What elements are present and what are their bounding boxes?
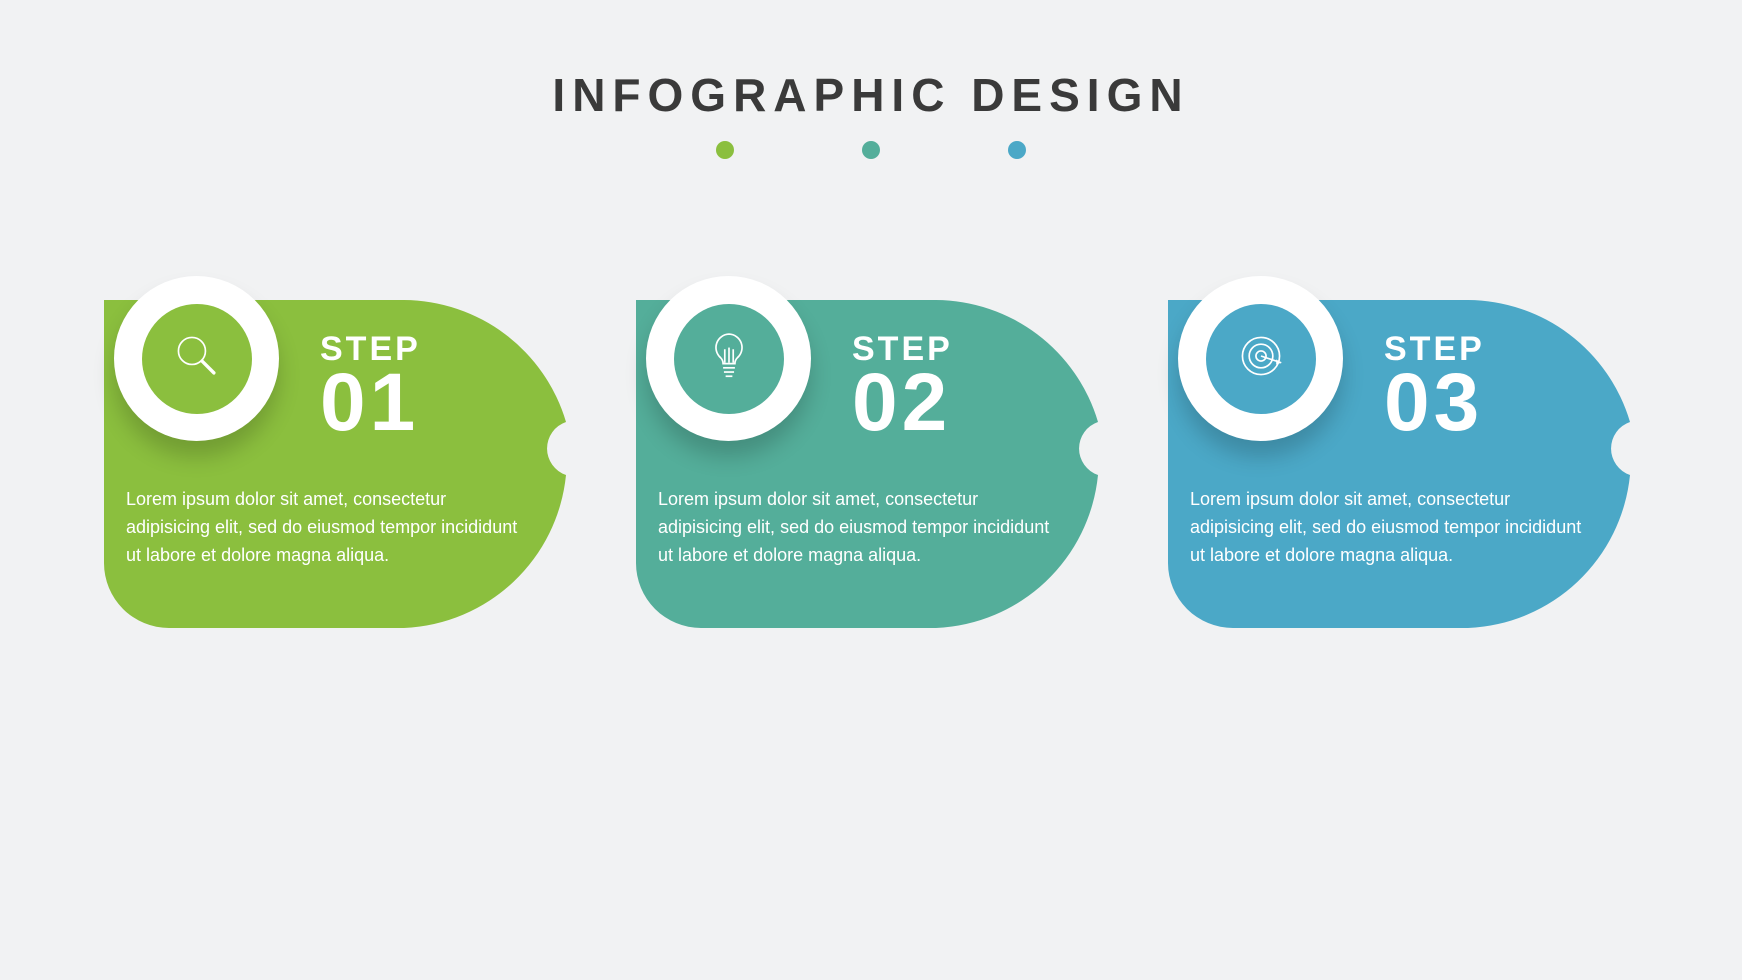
step-card-2: STEP 02 Lorem ipsum dolor sit amet, cons… <box>636 300 1106 628</box>
target-icon <box>1234 329 1288 388</box>
step-card-3: STEP 03 Lorem ipsum dolor sit amet, cons… <box>1168 300 1638 628</box>
step-number-3: 03 <box>1384 362 1483 444</box>
icon-badge-1 <box>114 276 279 441</box>
steps-row: STEP 01 Lorem ipsum dolor sit amet, cons… <box>0 300 1742 628</box>
bulb-icon <box>702 329 756 388</box>
accent-dots <box>716 141 1026 159</box>
dot-2 <box>862 141 880 159</box>
icon-inner-2 <box>674 304 784 414</box>
step-body-3: Lorem ipsum dolor sit amet, consectetur … <box>1190 486 1598 570</box>
icon-badge-2 <box>646 276 811 441</box>
dot-3 <box>1008 141 1026 159</box>
step-number-1: 01 <box>320 362 419 444</box>
step-card-1: STEP 01 Lorem ipsum dolor sit amet, cons… <box>104 300 574 628</box>
magnifier-icon <box>170 329 224 388</box>
page-title: INFOGRAPHIC DESIGN <box>552 68 1189 122</box>
icon-inner-3 <box>1206 304 1316 414</box>
step-body-2: Lorem ipsum dolor sit amet, consectetur … <box>658 486 1066 570</box>
icon-inner-1 <box>142 304 252 414</box>
step-number-2: 02 <box>852 362 951 444</box>
step-body-1: Lorem ipsum dolor sit amet, consectetur … <box>126 486 534 570</box>
icon-badge-3 <box>1178 276 1343 441</box>
dot-1 <box>716 141 734 159</box>
